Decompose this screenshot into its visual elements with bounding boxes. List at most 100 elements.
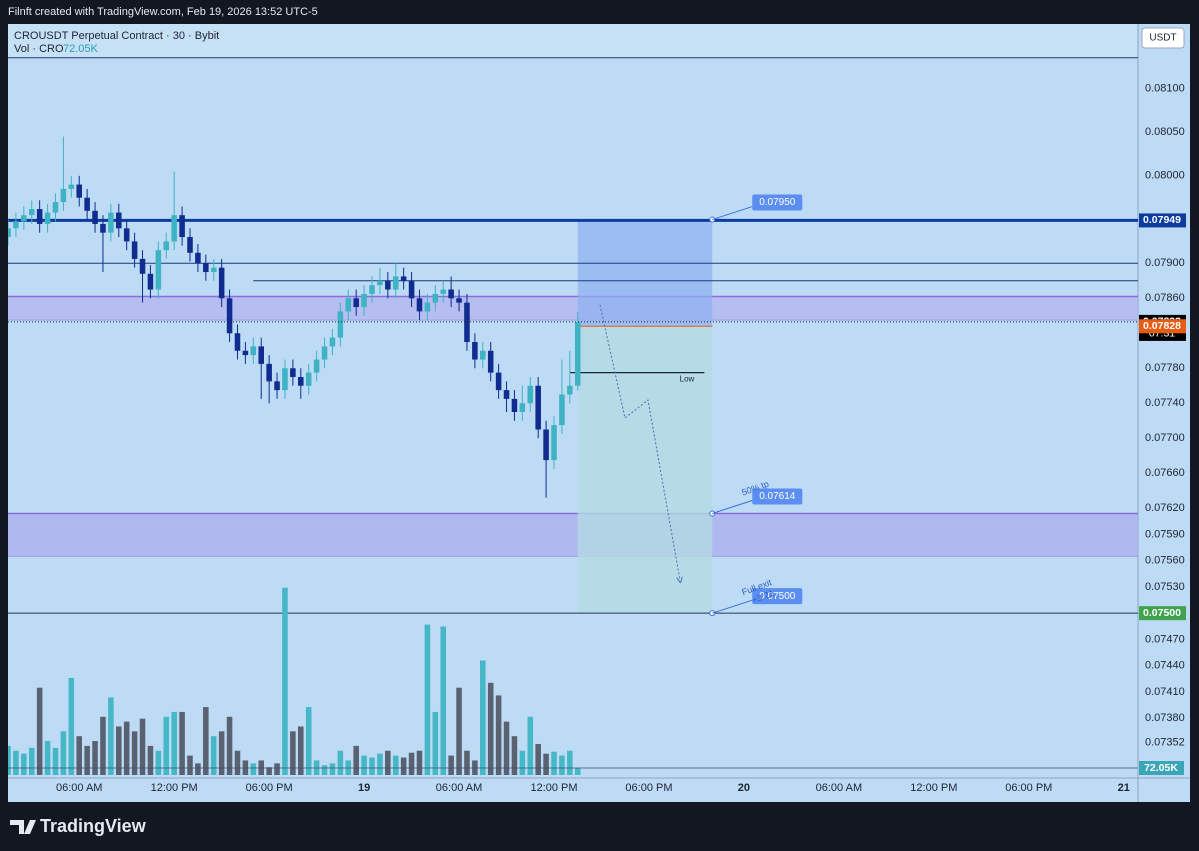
zone <box>8 513 1138 557</box>
volume-legend-value: 72.05K <box>63 43 99 55</box>
candle-body <box>179 215 185 238</box>
candle-body <box>392 276 399 290</box>
volume-bar <box>432 711 439 775</box>
volume-bar <box>131 731 138 775</box>
x-tick-label: 06:00 AM <box>816 782 862 794</box>
candle-body <box>495 372 502 391</box>
candle-body <box>313 359 320 373</box>
candle-body <box>92 210 98 224</box>
volume-bar <box>559 755 565 775</box>
volume-bar <box>329 763 336 775</box>
x-tick-label: 12:00 PM <box>530 782 577 794</box>
currency-box[interactable] <box>1141 27 1185 49</box>
y-tick-label: 0.07470 <box>1145 633 1185 645</box>
brand-logo <box>10 820 36 834</box>
candle-body <box>535 385 541 430</box>
y-tick-label: 0.07590 <box>1145 528 1185 540</box>
volume-bar <box>84 745 90 775</box>
volume-bar <box>139 718 146 775</box>
candle-body <box>60 188 67 203</box>
brand-name: TradingView <box>40 816 147 836</box>
candle-body <box>171 215 177 242</box>
candle-body <box>234 333 241 351</box>
candle-body <box>266 363 272 382</box>
y-tick-label: 0.08000 <box>1145 170 1185 182</box>
volume-bar <box>92 741 98 775</box>
volume-bar <box>226 716 233 775</box>
volume-bar <box>171 711 177 775</box>
y-tick-label: 0.07560 <box>1145 555 1185 567</box>
candle-body <box>377 280 383 286</box>
y-tick-label: 0.07660 <box>1145 467 1185 479</box>
volume-bar <box>13 750 19 775</box>
x-tick-label: 06:00 AM <box>436 782 482 794</box>
callout-label: 0.07614 <box>759 491 796 502</box>
volume-bar <box>76 736 82 775</box>
candle-body <box>187 237 193 253</box>
candle-body <box>44 212 51 224</box>
volume-bar <box>36 687 43 775</box>
volume-bar <box>266 767 272 775</box>
callout-label: 0.07950 <box>759 197 796 208</box>
y-tick-label: 0.07352 <box>1145 737 1185 749</box>
volume-bar <box>163 716 170 775</box>
volume-bar <box>147 745 154 775</box>
volume-bar <box>28 747 35 775</box>
candle-body <box>123 228 130 242</box>
price-badge-label: 0.07828 <box>1143 320 1181 332</box>
y-tick-label: 0.07780 <box>1145 362 1185 374</box>
callout-leader <box>712 599 753 614</box>
candle-body <box>131 241 138 259</box>
volume-bar <box>511 736 518 775</box>
top-band <box>8 24 1138 57</box>
candle-body <box>511 398 518 412</box>
volume-bar <box>353 745 359 775</box>
volume-bar <box>21 753 27 775</box>
candle-body <box>337 311 344 338</box>
volume-bar <box>203 707 209 775</box>
candle-body <box>574 321 581 386</box>
y-tick-label: 0.07530 <box>1145 581 1185 593</box>
candle-body <box>242 350 249 356</box>
candle-body <box>329 337 336 347</box>
candle-body <box>519 403 526 412</box>
candle-body <box>8 228 11 238</box>
price-badge <box>1139 319 1186 334</box>
candle-body <box>543 429 549 461</box>
candle-body <box>195 252 201 264</box>
volume-bar <box>519 750 526 775</box>
low-label: Low <box>680 375 695 384</box>
candle-body <box>321 346 328 360</box>
volume-bar <box>503 721 510 775</box>
volume-bar <box>567 750 573 775</box>
volume-bar <box>377 753 383 775</box>
volume-bar <box>337 750 344 775</box>
volume-bar <box>440 626 446 775</box>
candle-body <box>448 289 454 299</box>
price-badge <box>1139 213 1186 228</box>
volume-bar <box>305 707 312 775</box>
projection-arrow <box>599 304 680 580</box>
candle-body <box>464 302 470 343</box>
candle-body <box>416 298 423 312</box>
volume-bar <box>123 721 130 775</box>
price-badge-label: 0.07500 <box>1143 607 1181 619</box>
y-tick-label: 0.07860 <box>1145 292 1185 304</box>
x-tick-label: 12:00 PM <box>151 782 198 794</box>
candle-body <box>28 209 35 216</box>
volume-bar <box>8 745 11 775</box>
volume-bar <box>495 695 502 775</box>
y-tick-label: 0.07440 <box>1145 660 1185 672</box>
volume-bar <box>44 741 51 775</box>
y-tick-label: 0.07620 <box>1145 502 1185 514</box>
volume-bar <box>52 747 59 775</box>
zone <box>8 296 1138 321</box>
volume-bar <box>187 755 193 775</box>
volume-bar <box>448 755 454 775</box>
candle-body <box>298 377 304 386</box>
stop-area <box>577 219 713 327</box>
volume-bar <box>60 731 67 775</box>
candle-body <box>472 342 478 360</box>
brand: TradingView <box>10 816 147 836</box>
callout-leader <box>712 206 753 221</box>
